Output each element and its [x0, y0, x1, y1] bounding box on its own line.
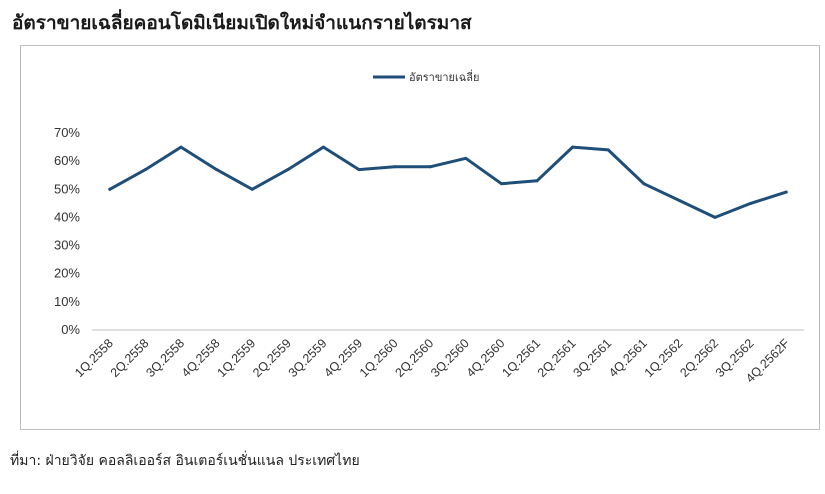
y-tick-label: 60%	[54, 153, 80, 168]
data-point	[571, 145, 575, 149]
x-tick-label: 2Q.2562	[677, 336, 721, 380]
chart-legend: อัตราขายเฉลี่ย	[373, 69, 479, 84]
x-tick-label: 1Q.2560	[357, 336, 401, 380]
x-tick-label: 2Q.2558	[108, 336, 152, 380]
y-tick-label: 20%	[54, 266, 80, 281]
data-point	[713, 215, 717, 219]
x-tick-label: 3Q.2558	[143, 336, 187, 380]
y-tick-label: 10%	[54, 294, 80, 309]
x-tick-label: 2Q.2559	[250, 336, 294, 380]
data-point	[179, 145, 183, 149]
x-tick-label: 1Q.2559	[215, 336, 259, 380]
x-tick-label: 3Q.2561	[571, 336, 615, 380]
y-axis-tick-labels: 0% 10% 20% 30% 40% 50% 60% 70%	[54, 125, 80, 337]
series-group	[108, 145, 788, 219]
y-tick-label: 40%	[54, 209, 80, 224]
source-note: ที่มา: ฝ่ายวิจัย คอลลิเออร์ส อินเตอร์เนช…	[10, 453, 360, 469]
x-tick-label: 3Q.2560	[428, 336, 472, 380]
x-axis-tick-labels: 1Q.25582Q.25583Q.25584Q.25581Q.25592Q.25…	[72, 336, 792, 385]
data-point	[215, 168, 219, 172]
data-point	[321, 145, 325, 149]
data-point	[499, 182, 503, 186]
x-tick-label: 1Q.2558	[72, 336, 116, 380]
data-point	[143, 168, 147, 172]
data-point	[606, 148, 610, 152]
legend-label: อัตราขายเฉลี่ย	[409, 69, 479, 84]
data-point	[642, 182, 646, 186]
x-tick-label: 4Q.2559	[321, 336, 365, 380]
y-tick-label: 30%	[54, 238, 80, 253]
line-chart: อัตราขายเฉลี่ย 0% 10% 20% 30% 40% 50% 60% 70% 1…	[54, 69, 804, 385]
x-tick-label: 2Q.2560	[393, 336, 437, 380]
series-line	[108, 145, 788, 219]
x-tick-label: 4Q.2558	[179, 336, 223, 380]
data-point	[286, 168, 290, 172]
y-tick-label: 50%	[54, 181, 80, 196]
data-point	[535, 179, 539, 183]
chart-container: อัตราขายเฉลี่ย 0% 10% 20% 30% 40% 50% 60% 70% 1…	[20, 45, 820, 430]
page-title: อัตราขายเฉลี่ยคอนโดมิเนียมเปิดใหม่จำแนกร…	[12, 12, 472, 34]
data-point	[464, 156, 468, 160]
data-point	[428, 165, 432, 169]
data-point	[784, 190, 788, 194]
x-tick-label: 3Q.2559	[286, 336, 330, 380]
y-tick-label: 70%	[54, 125, 80, 140]
data-point	[749, 201, 753, 205]
x-tick-label: 1Q.2561	[499, 336, 543, 380]
data-point	[108, 187, 112, 191]
x-tick-label: 2Q.2561	[535, 336, 579, 380]
data-point	[357, 168, 361, 172]
data-point	[677, 199, 681, 203]
x-tick-label: 4Q.2560	[464, 336, 508, 380]
x-tick-label: 1Q.2562	[642, 336, 686, 380]
y-tick-label: 0%	[61, 322, 80, 337]
data-point	[250, 187, 254, 191]
data-point	[393, 165, 397, 169]
x-tick-label: 4Q.2561	[606, 336, 650, 380]
